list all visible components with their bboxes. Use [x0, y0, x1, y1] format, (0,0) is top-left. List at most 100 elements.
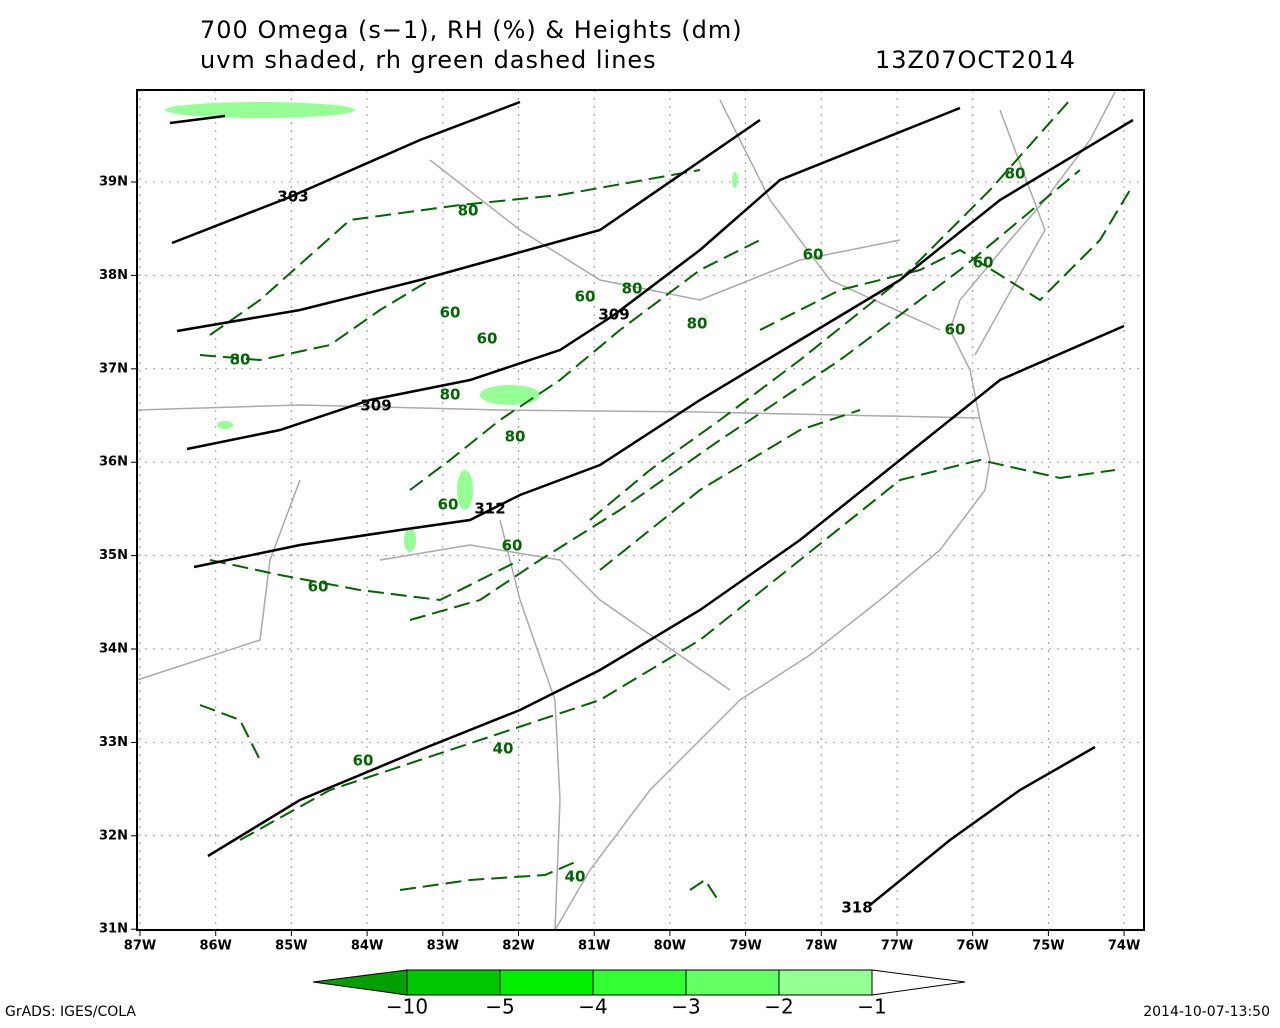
lon-label: 79W: [729, 939, 761, 954]
uvm-shade: [165, 102, 355, 118]
height-contour: [176, 118, 761, 333]
uvm-shade: [404, 528, 416, 552]
lat-label: 34N: [99, 642, 128, 657]
lon-label: 76W: [956, 939, 988, 954]
map: [136, 90, 1144, 931]
colorbar-label: −2: [764, 995, 793, 1019]
colorbar-cell: [685, 969, 780, 996]
rh-contour: [759, 189, 1131, 331]
colorbar-label: −1: [857, 995, 886, 1019]
colorbar-cell: [499, 969, 594, 996]
rh-contour: [599, 409, 861, 571]
uvm-shade: [457, 470, 473, 510]
lat-label: 33N: [99, 735, 128, 750]
height-label: 312: [474, 500, 505, 518]
border: [136, 479, 301, 681]
height-label: 309: [598, 306, 629, 324]
rh-label: 80: [505, 428, 526, 446]
colorbar-label: −4: [578, 995, 607, 1019]
uvm-shade: [732, 172, 738, 188]
border: [554, 91, 1116, 931]
height-contour: [186, 106, 961, 451]
lat-label: 35N: [99, 548, 128, 563]
lon-label: 86W: [199, 939, 231, 954]
rh-label: 80: [440, 386, 461, 404]
footer-right: 2014-10-07-13:50: [1143, 1004, 1270, 1020]
colorbar-cell: [592, 969, 687, 996]
footer-left: GrADS: IGES/COLA: [5, 1004, 136, 1020]
lat-label: 31N: [99, 922, 128, 937]
lat-label: 37N: [99, 361, 128, 376]
border: [499, 519, 561, 931]
timestamp: 13Z07OCT2014: [875, 46, 1076, 74]
rh-contour: [409, 169, 1081, 621]
rh-contour: [199, 704, 261, 761]
colorbar-cell: [312, 969, 408, 996]
colorbar-cell: [871, 969, 966, 996]
rh-contour: [589, 99, 1071, 521]
height-label: 318: [841, 899, 872, 917]
rh-label: 80: [622, 280, 643, 298]
height-label: 303: [277, 188, 308, 206]
rh-label: 60: [502, 537, 523, 555]
rh-contour: [689, 878, 719, 901]
rh-contour: [209, 559, 521, 602]
rh-contour: [399, 859, 581, 891]
map-frame: [136, 89, 1145, 931]
height-contour: [171, 100, 521, 245]
rh-label: 60: [438, 496, 459, 514]
colorbar-label: −10: [386, 995, 428, 1019]
rh-label: 60: [803, 246, 824, 264]
lat-label: 39N: [99, 175, 128, 190]
border: [429, 159, 901, 301]
border: [136, 404, 981, 419]
lat-label: 36N: [99, 455, 128, 470]
lon-label: 81W: [578, 939, 610, 954]
rh-label: 80: [687, 315, 708, 333]
lon-label: 75W: [1032, 939, 1064, 954]
height-contour: [869, 745, 1096, 906]
border: [379, 544, 731, 691]
lon-label: 83W: [427, 939, 459, 954]
lon-label: 82W: [502, 939, 534, 954]
title-line: uvm shaded, rh green dashed lines: [200, 46, 657, 74]
rh-label: 60: [353, 752, 374, 770]
lat-label: 32N: [99, 828, 128, 843]
rh-contour: [209, 169, 701, 336]
lon-label: 77W: [881, 939, 913, 954]
colorbar-label: −3: [671, 995, 700, 1019]
rh-label: 60: [575, 288, 596, 306]
lon-label: 87W: [124, 939, 156, 954]
lon-label: 84W: [351, 939, 383, 954]
colorbar-label: −5: [485, 995, 514, 1019]
rh-label: 80: [230, 351, 251, 369]
height-label: 309: [360, 397, 391, 415]
rh-label: 60: [440, 304, 461, 322]
height-contour: [169, 114, 226, 125]
lon-label: 80W: [654, 939, 686, 954]
rh-contour: [199, 279, 431, 362]
height-contour: [207, 324, 1125, 858]
colorbar-cell: [778, 969, 873, 996]
title-line: 700 Omega (s−1), RH (%) & Heights (dm): [200, 16, 743, 44]
border: [719, 99, 941, 331]
uvm-shade: [217, 421, 233, 429]
rh-label: 60: [308, 578, 329, 596]
rh-label: 80: [458, 202, 479, 220]
rh-label: 60: [945, 321, 966, 339]
lon-label: 78W: [805, 939, 837, 954]
rh-label: 80: [1005, 165, 1026, 183]
height-contour: [193, 118, 1134, 569]
rh-label: 60: [973, 254, 994, 272]
border: [974, 109, 1046, 356]
rh-contour: [409, 239, 761, 491]
colorbar-cell: [406, 969, 501, 996]
uvm-shade: [480, 385, 540, 405]
lat-label: 38N: [99, 268, 128, 283]
rh-label: 60: [477, 330, 498, 348]
rh-label: 40: [493, 740, 514, 758]
lon-label: 85W: [275, 939, 307, 954]
rh-contour: [239, 458, 1116, 841]
lon-label: 74W: [1108, 939, 1140, 954]
